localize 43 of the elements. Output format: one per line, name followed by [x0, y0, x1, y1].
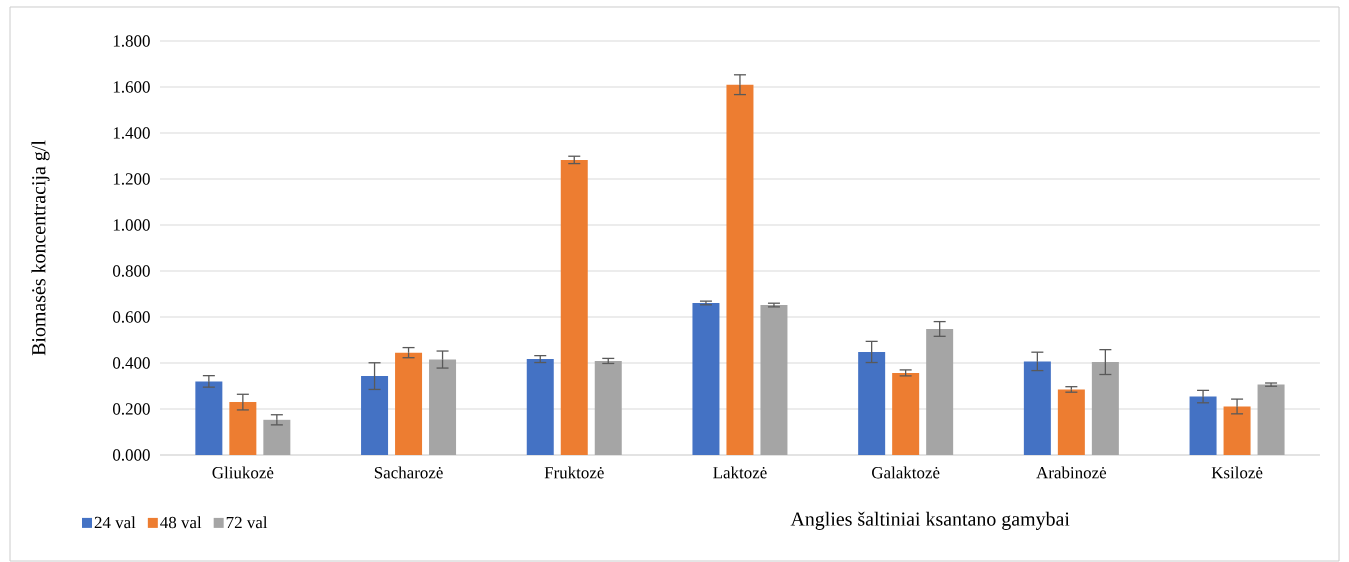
bar [361, 376, 389, 455]
legend-label: 72 val [226, 516, 268, 529]
bar [892, 372, 920, 455]
bar [692, 302, 720, 455]
bar [263, 419, 291, 455]
y-tick-label: 1.800 [113, 35, 150, 47]
x-tick-label: Sacharozė [374, 466, 443, 479]
x-tick-label: Gliukozė [212, 466, 274, 479]
bar [1223, 406, 1251, 455]
x-tick-label: Arabinozė [1036, 466, 1107, 479]
bar [395, 352, 423, 455]
bar [1091, 362, 1119, 455]
x-tick-label: Galaktozė [872, 466, 940, 479]
x-tick-label: Fruktozė [544, 466, 604, 479]
bar [1057, 389, 1085, 455]
legend-label: 24 val [94, 516, 136, 529]
y-tick-label: 1.200 [113, 173, 150, 185]
bar [858, 351, 886, 455]
legend-label: 48 val [160, 516, 202, 529]
x-tick-label: Laktozė [713, 466, 767, 479]
y-tick-label: 0.800 [113, 265, 150, 277]
x-axis-title: Anglies šaltiniai ksantano gamybai [790, 511, 1070, 530]
bar [1023, 361, 1051, 455]
bar [195, 381, 223, 455]
bar [760, 305, 788, 455]
y-tick-label: 0.400 [113, 357, 150, 369]
bar [726, 84, 754, 455]
y-tick-label: 1.000 [113, 219, 150, 231]
bar [560, 159, 588, 455]
bar [926, 328, 954, 455]
x-tick-label: Ksilozė [1211, 466, 1263, 479]
y-tick-label: 0.000 [113, 449, 150, 461]
y-tick-label: 1.400 [113, 127, 150, 139]
y-axis-title: Biomasės koncentracija g/l [31, 140, 50, 356]
bar [1189, 396, 1217, 455]
bar [229, 402, 257, 455]
bar [429, 359, 457, 455]
y-tick-label: 0.200 [113, 403, 150, 415]
bar [594, 360, 622, 455]
y-tick-label: 0.600 [113, 311, 150, 323]
bar [1257, 384, 1285, 455]
bar [526, 359, 554, 455]
y-tick-label: 1.600 [113, 81, 150, 93]
